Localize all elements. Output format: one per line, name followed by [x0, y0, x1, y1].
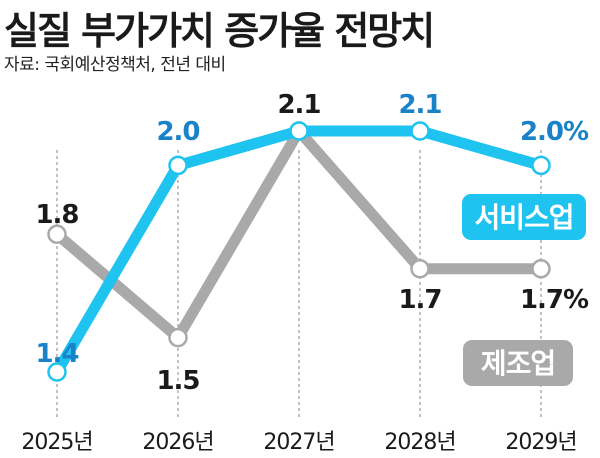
legend-badge [462, 194, 586, 240]
x-tick-label: 2029년 [505, 430, 576, 455]
data-point [410, 121, 430, 141]
data-label: 2.1 [398, 90, 441, 120]
x-axis: 2025년 2026년 2027년 2028년 2029년 [21, 430, 577, 455]
data-point [531, 258, 551, 279]
services-data-labels: 1.4 2.0 2.1 2.0% [35, 90, 590, 369]
legend-label: 제조업 [481, 347, 555, 380]
data-label: 2.1 [277, 90, 320, 120]
legend-manufacturing: 제조업 [463, 340, 573, 386]
data-point [168, 155, 188, 176]
x-tick-label: 2027년 [263, 430, 334, 455]
series-services [47, 121, 551, 382]
data-label: 1.7 [398, 285, 441, 315]
data-label: 2.0% [520, 117, 589, 147]
x-tick-label: 2026년 [142, 430, 213, 455]
data-point [168, 327, 188, 348]
data-point [47, 362, 67, 382]
data-label: 1.5 [156, 366, 199, 396]
manufacturing-data-labels: 1.8 1.5 1.7 1.7% [35, 200, 590, 396]
series-line [51, 125, 547, 378]
chart-title: 실질 부가가치 증가율 전망치 [4, 9, 435, 53]
data-label: 1.7% [520, 285, 589, 315]
data-label: 2.0 [156, 117, 199, 147]
x-tick-label: 2025년 [21, 430, 92, 455]
data-point [289, 121, 309, 141]
data-label: 1.8 [35, 200, 78, 230]
data-point [531, 155, 551, 176]
data-point [410, 258, 430, 279]
data-label: 1.4 [35, 339, 78, 369]
legend-badge [463, 340, 573, 386]
chart-source: 자료: 국회예산정책처, 전년 대비 [4, 55, 226, 75]
x-tick-label: 2028년 [384, 430, 455, 455]
legend-services: 서비스업 [462, 194, 586, 240]
legend-label: 서비스업 [474, 201, 573, 234]
data-point [47, 224, 67, 245]
